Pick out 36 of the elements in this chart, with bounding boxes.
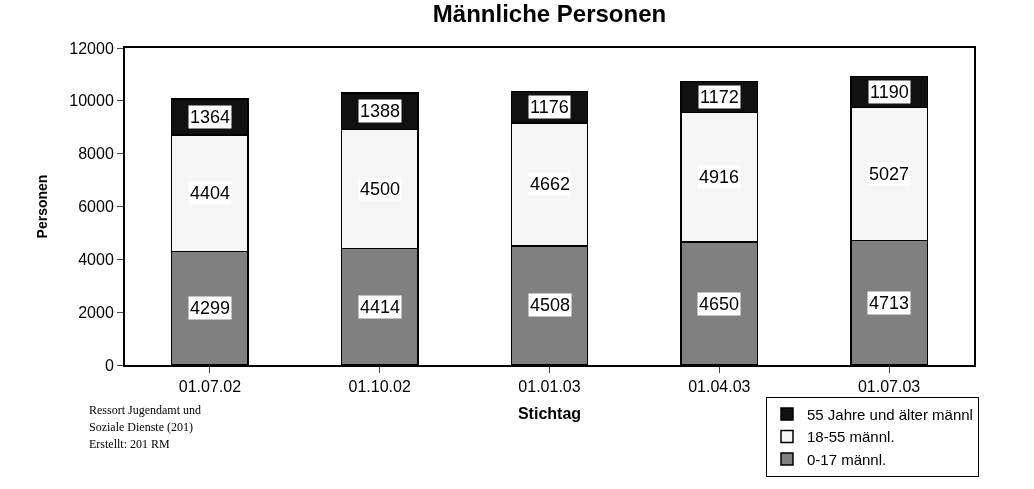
y-tick-label: 6000 [78,198,114,216]
data-label: 4662 [530,174,571,194]
y-tick-label: 8000 [78,145,114,163]
data-label: 1172 [700,87,739,107]
text: Ressort Jugendamt und [89,403,201,417]
data-label: 5027 [869,164,910,184]
data-label: 1364 [190,107,231,127]
x-tick-label: 01.07.03 [857,378,921,396]
data-label: 4414 [360,297,401,317]
data-label: 4650 [699,294,740,314]
x-tick-label: 01.10.02 [348,378,411,396]
x-tick-label: 01.07.02 [178,378,242,396]
y-tick-label: 0 [104,356,114,374]
data-label: 1190 [870,82,909,102]
x-tick-label: 01.01.03 [518,378,581,396]
data-label: 4299 [190,298,231,318]
data-label: 1176 [530,97,569,117]
text: Erstellt: 201 RM [89,437,170,451]
x-axis-title: Stichtag [517,405,582,423]
data-label: 4916 [699,167,740,187]
legend-label: 55 Jahre und älter männl [806,405,973,423]
x-tick-label: 01.04.03 [688,378,751,396]
text: Soziale Dienste (201) [89,420,193,434]
y-tick-label: 10000 [69,92,114,110]
y-tick-label: 2000 [78,303,114,321]
data-label: 4508 [530,295,571,315]
data-label: 4404 [190,183,231,203]
legend-label: 0-17 männl. [806,450,887,468]
data-label: 4713 [869,293,910,313]
legend-label: 18-55 männl. [806,428,895,446]
chart-title: Männliche Personen [432,0,667,27]
data-label: 1388 [360,101,401,121]
data-label: 4500 [360,179,401,199]
y-tick-label: 4000 [78,250,114,268]
y-axis-title: Personen [34,174,51,239]
y-tick-label: 12000 [69,39,114,57]
